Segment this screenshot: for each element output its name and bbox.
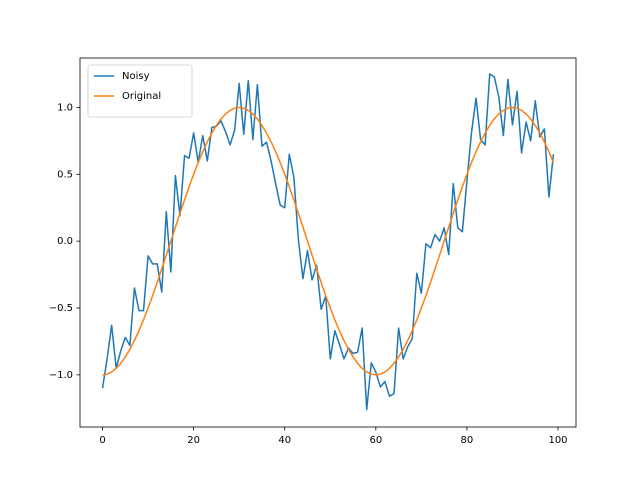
x-tick-label: 100 — [548, 435, 567, 446]
x-tick-label: 20 — [187, 435, 200, 446]
data-line — [102, 106, 555, 376]
legend-box — [87, 64, 193, 118]
x-tick-label: 80 — [461, 435, 474, 446]
axes-frame — [79, 57, 577, 428]
y-tick-label: −0.5 — [49, 303, 73, 314]
x-tick-label: 60 — [369, 435, 382, 446]
y-tick-label: 0.5 — [57, 169, 73, 180]
y-tick-label: −1.0 — [49, 370, 73, 381]
legend: Noisy Original — [87, 64, 193, 118]
legend-label: Noisy — [122, 71, 150, 82]
x-tick-label: 40 — [278, 435, 291, 446]
data-line — [101, 73, 555, 411]
y-tick-label: 0.0 — [57, 236, 73, 247]
y-tick-label: 1.0 — [57, 102, 73, 113]
x-tick-label: 0 — [99, 435, 105, 446]
legend-label: Original — [122, 91, 161, 102]
